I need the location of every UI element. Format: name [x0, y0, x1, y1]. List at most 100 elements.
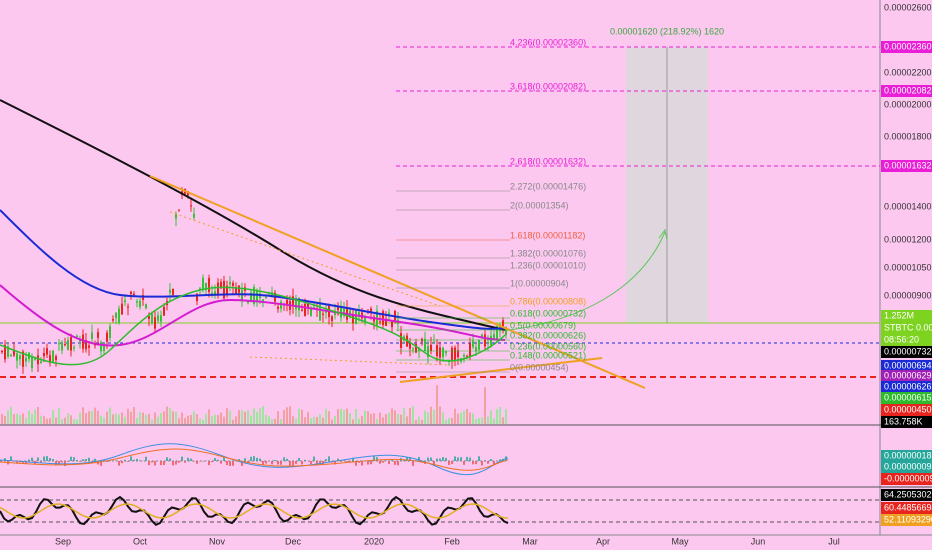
candle	[145, 304, 147, 309]
candle	[415, 344, 417, 353]
macd-hist	[346, 461, 348, 462]
volume	[460, 412, 462, 424]
candle	[7, 346, 9, 357]
volume	[22, 413, 24, 424]
macd-hist	[49, 458, 51, 461]
volume	[112, 414, 114, 424]
macd-hist	[262, 461, 264, 465]
fib-label: 1.236(0.00001010)	[510, 260, 586, 270]
volume	[313, 416, 315, 424]
volume	[109, 407, 111, 424]
macd-hist	[481, 461, 483, 466]
volume	[61, 419, 63, 424]
candle	[139, 300, 141, 308]
volume	[469, 412, 471, 424]
volume	[421, 419, 423, 424]
volume	[349, 413, 351, 424]
candle	[493, 334, 495, 340]
macd-hist	[265, 461, 267, 464]
volume	[220, 412, 222, 424]
macd-hist	[196, 461, 198, 464]
price-tag-label: 0.00000626	[884, 381, 932, 391]
volume	[487, 416, 489, 424]
candle	[142, 295, 144, 300]
candle	[13, 349, 15, 356]
candle	[118, 308, 120, 324]
price-tag	[881, 360, 932, 372]
macd-hist	[31, 457, 33, 461]
macd-hist	[37, 457, 39, 461]
macd-hist	[52, 459, 54, 461]
volume	[91, 410, 93, 424]
macd-hist	[427, 457, 429, 461]
macd-hist	[187, 457, 189, 461]
macd-hist	[490, 459, 492, 461]
macd-hist	[229, 461, 231, 466]
macd-hist	[442, 457, 444, 461]
volume	[136, 418, 138, 424]
candle	[160, 315, 162, 322]
macd-hist	[292, 461, 294, 466]
ma-100	[0, 209, 506, 330]
macd-hist	[106, 461, 108, 463]
candle	[457, 350, 459, 358]
macd-hist	[259, 458, 261, 461]
candle	[343, 308, 345, 316]
candle	[136, 301, 138, 303]
macd-hist	[451, 461, 453, 464]
macd-hist	[430, 457, 432, 461]
macd-hist	[487, 461, 489, 464]
volume	[115, 413, 117, 424]
candle	[412, 348, 414, 350]
macd-hist	[316, 461, 318, 465]
volume	[190, 414, 192, 424]
volume	[286, 407, 288, 424]
volume	[472, 413, 474, 424]
volume	[178, 418, 180, 424]
candle	[10, 354, 12, 357]
volume	[445, 419, 447, 424]
candle	[19, 355, 21, 360]
candle	[295, 300, 297, 310]
macd-hist	[301, 461, 303, 465]
volume	[295, 418, 297, 424]
volume	[310, 418, 312, 424]
macd-hist	[373, 456, 375, 461]
macd-hist	[217, 459, 219, 461]
macd-hist	[247, 461, 249, 464]
price-tag	[881, 502, 932, 514]
volume	[235, 416, 237, 424]
macd-hist	[397, 461, 399, 466]
time-axis-label: Feb	[444, 536, 460, 546]
fib-label: 4.236(0.00002360)	[510, 37, 586, 47]
volume	[13, 414, 15, 424]
price-tag	[881, 160, 932, 172]
volume	[505, 409, 507, 424]
macd-hist	[394, 461, 396, 465]
macd-hist	[460, 457, 462, 461]
price-tag	[881, 461, 932, 473]
macd-hist	[160, 461, 162, 466]
time-axis-label: Jun	[751, 536, 766, 546]
volume	[280, 419, 282, 424]
volume	[19, 415, 21, 424]
macd-hist	[475, 461, 477, 465]
candle	[430, 344, 432, 351]
candle	[31, 356, 33, 369]
price-axis-label: 0.00002200	[884, 67, 932, 77]
price-tag-label: 52.11093290	[884, 514, 932, 524]
candle	[43, 352, 45, 357]
volume	[148, 413, 150, 424]
volume	[304, 417, 306, 424]
candle	[331, 316, 333, 321]
volume	[289, 406, 291, 424]
candle	[127, 306, 129, 308]
candle	[163, 306, 165, 316]
volume	[424, 410, 426, 424]
volume	[325, 408, 327, 424]
candle	[55, 356, 57, 361]
volume	[58, 408, 60, 424]
price-tag	[881, 416, 932, 428]
macd-hist	[352, 457, 354, 461]
candle	[433, 341, 435, 343]
